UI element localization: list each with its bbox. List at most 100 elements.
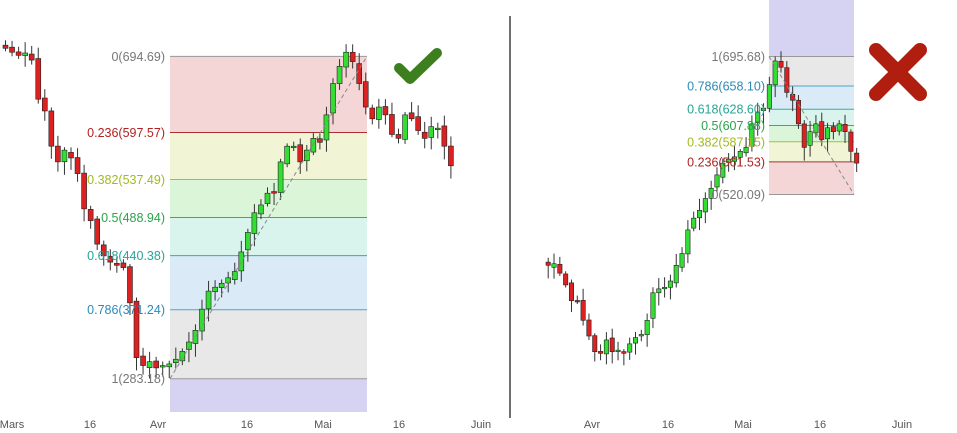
candle-body [784,67,790,93]
candle [598,344,604,361]
candle [819,112,825,147]
candle-body [434,127,441,130]
candle [179,348,186,366]
candle-body [41,97,48,112]
candle-body [697,209,703,219]
cross-mark-icon [869,43,927,101]
candle-body [140,355,146,366]
candle-body [362,81,369,108]
candle-body [28,53,35,61]
candle [714,167,720,193]
candle [737,148,743,165]
candle-body [74,157,81,174]
candle [592,333,598,362]
candle [656,278,662,306]
fib-level-label: 1(695.68) [711,50,765,64]
candle-body [258,204,264,215]
x-tick-label: Avr [584,419,601,431]
candle-body [807,131,813,146]
candle [61,147,68,175]
candle [55,135,61,172]
candle-body [22,52,28,56]
candle [801,120,807,161]
candle-body [2,44,9,49]
candle-body [212,286,218,293]
candle [772,56,778,98]
candle [627,337,633,360]
fib-level-label: 0.786(371.24) [87,303,165,317]
fib-zone [769,56,854,87]
candle-body [369,107,376,120]
x-tick-label: 16 [814,419,826,431]
fib-zone [769,86,854,110]
candle [284,143,290,168]
candle [545,257,551,279]
candle-body [428,126,435,138]
candle [428,116,435,150]
candle-body [271,191,277,194]
candle-body [15,51,22,56]
candle [766,76,772,113]
candle-body [673,264,679,284]
fib-level-label: 0(694.69) [111,50,165,64]
cross-mark-stroke [869,43,927,101]
candle [662,277,668,298]
candle-body [251,212,258,234]
candle-body [702,198,708,213]
candle-body [127,266,133,304]
candle-body [199,308,205,332]
candle [778,51,784,73]
candle-body [731,156,737,162]
right-x-axis: Avr 16 Mai 16 Juin [584,419,912,431]
fib-zone [769,161,854,195]
candle-body [603,339,609,355]
candle-body [854,152,860,164]
candle [28,45,35,65]
candle [245,228,251,262]
candle-body [100,244,107,257]
candle [297,138,304,174]
candle-body [656,288,662,294]
candle-body [842,124,848,132]
candle-body [708,187,714,199]
candle [726,153,732,172]
candle-body [726,158,732,163]
candle [114,256,120,273]
x-tick-label: Avr [150,419,167,431]
x-tick-label: 16 [393,419,405,431]
candle-body [166,363,173,368]
candle-body [563,273,569,286]
candle [251,204,258,247]
candle-body [632,337,638,344]
candle-body [551,263,557,268]
candle [277,158,284,200]
candle [238,240,245,282]
candle [551,253,557,279]
candle-body [795,99,801,125]
x-tick-label: Mars [0,419,25,431]
candle-body [48,110,55,147]
candle-body [310,138,317,153]
candle-body [87,209,94,221]
candle-body [667,280,673,288]
x-tick-label: Juin [471,419,491,431]
candle [231,262,238,285]
check-mark-stroke [394,48,442,84]
candle-body [153,360,159,369]
candle [755,102,761,136]
candle [199,299,205,341]
candle [720,158,726,184]
left-x-axis: Mars 16 Avr 16 Mai 16 Juin [0,419,491,431]
candle-body [720,162,726,178]
candle [632,331,638,355]
candle [603,332,609,365]
candle-body [609,337,615,353]
candle [81,164,87,222]
candle [212,280,218,301]
candle [434,122,441,139]
candle [192,324,199,357]
candle-body [94,218,100,245]
candle-body [245,232,251,251]
fib-zone [769,141,854,162]
